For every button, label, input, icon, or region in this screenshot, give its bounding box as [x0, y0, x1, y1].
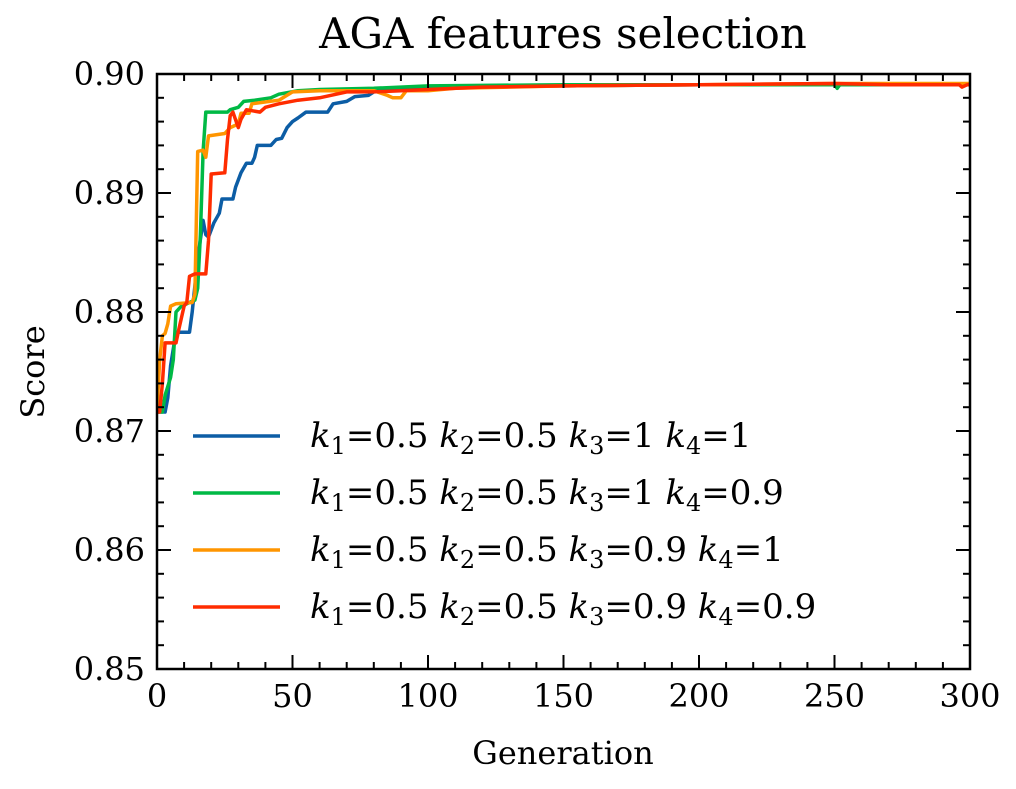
plot-frame: [155, 72, 972, 671]
ticks-group: [156, 73, 971, 670]
x-tick-labels: 0 50 100 150 200 250 300: [147, 677, 1001, 715]
y-tick-label: 0.87: [74, 412, 145, 450]
series-line-3: [157, 81, 970, 414]
legend-label-1: k1=0.5 k2=0.5 k3=1 k4=1: [310, 416, 751, 460]
legend-label-4: k1=0.5 k2=0.5 k3=0.9 k4=0.9: [310, 587, 816, 631]
series-group: [157, 81, 970, 414]
y-tick-labels: 0.85 0.86 0.87 0.88 0.89 0.90: [74, 55, 145, 688]
x-axis-label: Generation: [472, 734, 653, 772]
x-tick-label: 100: [397, 677, 458, 715]
y-tick-label: 0.85: [74, 650, 145, 688]
plot-area: [155, 72, 972, 671]
series-line-2: [157, 82, 970, 414]
series-line-1: [157, 82, 970, 414]
y-tick-label: 0.90: [74, 55, 145, 93]
legend: k1=0.5 k2=0.5 k3=1 k4=1 k1=0.5 k2=0.5 k3=…: [193, 416, 816, 631]
y-tick-label: 0.86: [74, 531, 145, 569]
x-tick-label: 300: [939, 677, 1000, 715]
x-tick-label: 150: [533, 677, 594, 715]
x-tick-label: 0: [147, 677, 167, 715]
x-tick-label: 200: [668, 677, 729, 715]
chart-title: AGA features selection: [318, 9, 807, 58]
y-tick-label: 0.89: [74, 174, 145, 212]
y-axis-label: Score: [14, 325, 52, 418]
x-tick-label: 50: [272, 677, 313, 715]
legend-label-2: k1=0.5 k2=0.5 k3=1 k4=0.9: [310, 473, 784, 517]
legend-label-3: k1=0.5 k2=0.5 k3=0.9 k4=1: [310, 530, 784, 574]
y-tick-label: 0.88: [74, 293, 145, 331]
series-line-4: [157, 81, 970, 414]
x-tick-label: 250: [804, 677, 865, 715]
